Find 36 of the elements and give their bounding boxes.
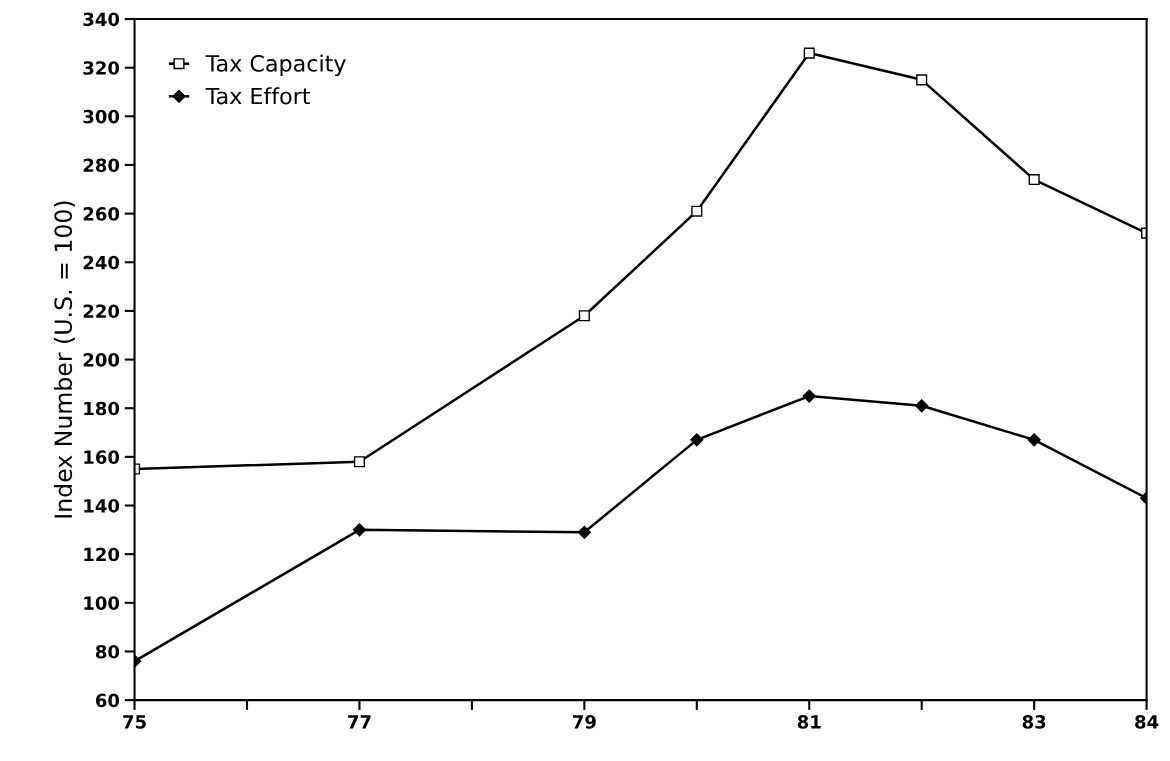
- point: [803, 47, 815, 59]
- y-tick-label: 120: [84, 547, 120, 562]
- point: [690, 433, 704, 447]
- point: [353, 456, 366, 468]
- x-tick-label: 79: [572, 715, 596, 729]
- x-tick-label: 81: [797, 715, 821, 729]
- y-tick-label: 200: [83, 353, 120, 367]
- y-tick-label: 280: [83, 158, 120, 173]
- x-tick-label: 84: [1135, 715, 1159, 729]
- x-tick-label: 75: [123, 715, 146, 729]
- point: [915, 399, 929, 413]
- y-tick-label: 80: [95, 644, 120, 659]
- y-tick-label: 240: [83, 255, 120, 270]
- y-tick-label: 100: [84, 596, 120, 610]
- point: [691, 205, 703, 217]
- legend-label: Tax Effort: [205, 87, 310, 105]
- point: [1027, 433, 1041, 447]
- y-tick-label: 180: [84, 401, 120, 416]
- point: [1028, 174, 1040, 186]
- point: [352, 523, 367, 537]
- y-tick-label: 60: [95, 693, 120, 708]
- x-tick-label: 77: [348, 715, 371, 729]
- y-tick-label: 300: [83, 109, 120, 124]
- point: [577, 525, 591, 539]
- y-tick-label: 340: [83, 12, 120, 27]
- y-tick-label: 140: [84, 498, 120, 513]
- legend-label: Tax Capacity: [205, 54, 346, 77]
- y-tick-label: 160: [84, 450, 120, 464]
- point: [802, 389, 816, 403]
- x-tick-label: 83: [1022, 715, 1046, 729]
- y-tick-label: 260: [83, 207, 120, 221]
- y-tick-label: 220: [83, 304, 120, 319]
- point: [916, 74, 928, 86]
- y-axis-title: Index Number (U.S. = 100): [53, 201, 75, 518]
- point: [578, 310, 590, 322]
- y-tick-label: 320: [83, 61, 120, 75]
